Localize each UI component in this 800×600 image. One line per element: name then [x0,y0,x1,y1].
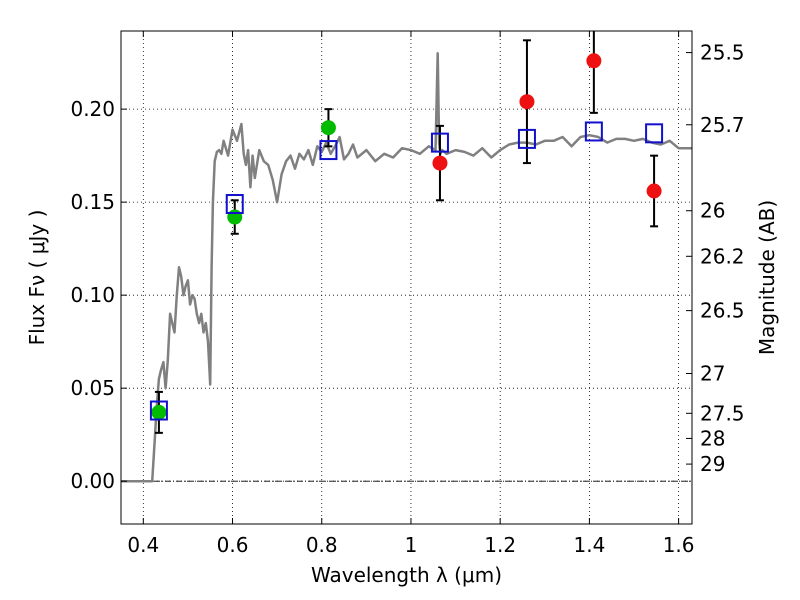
magnitude-tick-label: 25.5 [700,41,745,65]
y-axis-label: Flux Fν ( μJy ) [25,210,49,346]
magnitude-axis-label: Magnitude (AB) [755,200,779,355]
model-photometry-square [430,132,449,153]
magnitude-tick-label: 26.2 [700,244,745,268]
x-tick-label: 1 [405,533,418,557]
model-spectrum [121,52,692,483]
data-point [320,120,336,136]
model-photometry-square [584,121,603,142]
y-axis-ticks: 0.00 0.05 0.10 0.15 0.20 [70,97,127,493]
error-bars [154,31,659,434]
grid [121,31,692,524]
magnitude-tick-label: 27 [700,361,725,385]
y-tick-label: 0.00 [70,469,115,493]
data-point [151,404,167,420]
magnitude-tick-label: 27.5 [700,401,745,425]
model-photometry-square [517,128,536,149]
magnitude-tick-label: 26.5 [700,299,745,323]
data-point [586,53,602,69]
model-photometry-square [319,140,338,161]
magnitude-tick-label: 25.7 [700,113,745,137]
data-point [646,183,662,199]
magnitude-tick-label: 29 [700,452,725,476]
y-tick-label: 0.20 [70,97,115,121]
x-tick-label: 1.4 [573,533,605,557]
plot-frame [120,30,693,525]
x-tick-label: 1.2 [484,533,516,557]
y-tick-label: 0.15 [70,190,115,214]
data-point [432,155,448,171]
y-tick-label: 0.10 [70,283,115,307]
y-tick-label: 0.05 [70,376,115,400]
x-tick-label: 0.4 [127,533,159,557]
model-photometry-square [645,123,664,144]
x-axis-ticks: 0.4 0.6 0.8 1 1.2 1.4 1.6 [127,31,695,557]
model-photometry-square [149,400,168,421]
x-tick-label: 0.8 [306,533,338,557]
data-point [519,94,535,110]
x-tick-label: 0.6 [217,533,249,557]
model-photometry-square [225,194,244,215]
magnitude-tick-label: 26 [700,199,725,223]
data-point [227,209,243,225]
model-spectrum-line [121,52,692,483]
magnitude-tick-label: 28 [700,426,725,450]
data-markers [149,53,664,421]
x-axis-label: Wavelength λ (μm) [311,563,502,587]
x-tick-label: 1.6 [663,533,695,557]
